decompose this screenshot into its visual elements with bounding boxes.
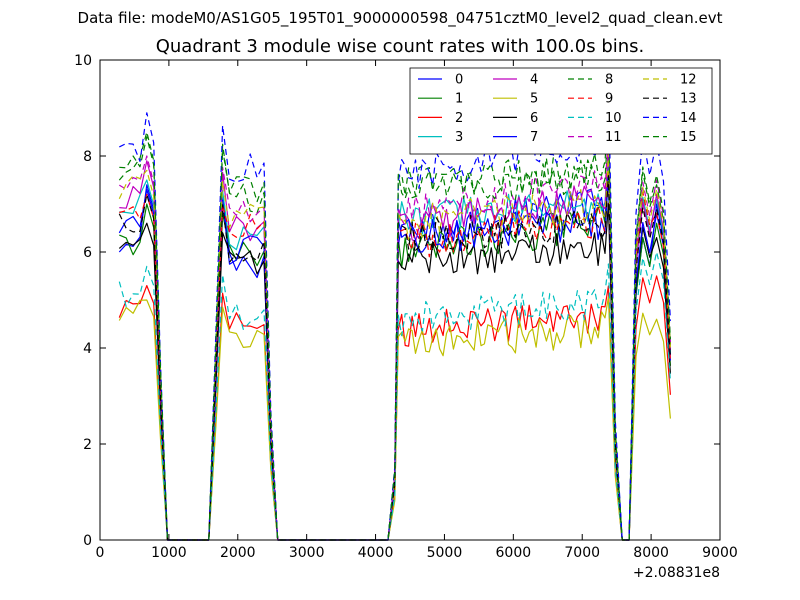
x-tick-label: 7000	[564, 545, 600, 561]
chart-title: Quadrant 3 module wise count rates with …	[155, 36, 645, 57]
legend-label-4: 4	[530, 73, 538, 88]
x-tick-label: 8000	[633, 545, 669, 561]
legend-label-15: 15	[680, 130, 697, 145]
series-line-9	[119, 169, 671, 541]
series-line-5	[118, 296, 671, 541]
legend-label-7: 7	[530, 130, 538, 145]
y-tick-label: 2	[83, 437, 92, 453]
x-tick-label: 1000	[151, 545, 187, 561]
series-line-12	[118, 153, 671, 541]
series-line-8	[118, 114, 671, 541]
legend-box	[409, 67, 713, 155]
series-line-1	[119, 175, 671, 541]
data-file-label: Data file: modeM0/AS1G05_195T01_90000005…	[77, 9, 723, 27]
legend-label-12: 12	[680, 73, 697, 88]
plot-frame	[99, 59, 721, 541]
y-tick-label: 8	[83, 149, 92, 165]
series-line-6	[118, 202, 671, 541]
y-tick-label: 0	[83, 533, 92, 549]
legend-label-10: 10	[605, 111, 622, 126]
series-line-11	[118, 130, 671, 541]
legend-label-5: 5	[530, 92, 538, 107]
y-tick-label: 4	[83, 341, 92, 357]
legend-label-13: 13	[680, 92, 697, 107]
y-tick-label: 10	[74, 53, 92, 69]
legend-label-6: 6	[530, 111, 538, 126]
x-tick-label: 5000	[427, 545, 463, 561]
legend-label-3: 3	[455, 130, 463, 145]
legend-label-11: 11	[605, 130, 622, 145]
legend-label-14: 14	[680, 111, 697, 126]
legend-label-0: 0	[455, 73, 463, 88]
legend-label-9: 9	[605, 92, 613, 107]
legend-label-8: 8	[605, 73, 613, 88]
series-line-10	[118, 251, 671, 541]
x-offset-label: +2.08831e8	[633, 565, 720, 581]
legend-label-1: 1	[455, 92, 463, 107]
x-tick-label: 3000	[289, 545, 325, 561]
series-line-13	[118, 175, 671, 541]
legend-label-2: 2	[455, 111, 463, 126]
x-tick-label: 6000	[496, 545, 532, 561]
y-tick-label: 6	[83, 245, 92, 261]
x-tick-label: 2000	[220, 545, 256, 561]
series-line-15	[119, 119, 671, 541]
x-tick-label: 9000	[702, 545, 738, 561]
series-line-4	[119, 142, 671, 541]
x-tick-label: 4000	[358, 545, 394, 561]
x-tick-label: 0	[96, 545, 105, 561]
